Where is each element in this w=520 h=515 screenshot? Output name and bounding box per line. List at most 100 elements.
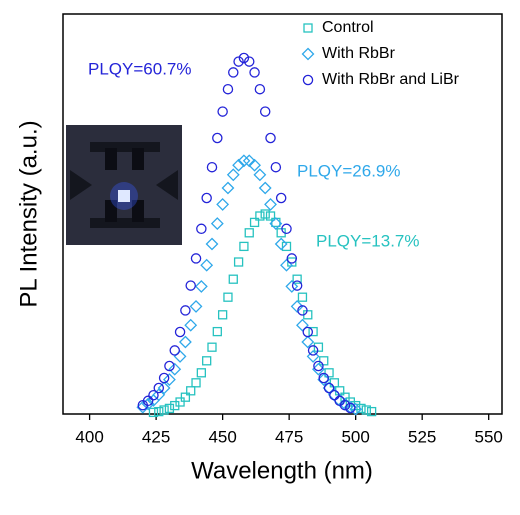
marker-circle bbox=[281, 223, 292, 235]
marker-circle bbox=[345, 402, 356, 414]
marker-circle bbox=[307, 345, 319, 356]
marker-circle bbox=[153, 382, 165, 394]
marker-diamond bbox=[258, 181, 272, 195]
marker-diamond bbox=[200, 258, 214, 272]
series bbox=[148, 209, 377, 418]
photo-electrode bbox=[90, 142, 160, 152]
marker-circle bbox=[142, 395, 154, 407]
marker-diamond bbox=[141, 397, 155, 411]
marker-diamond bbox=[173, 349, 187, 363]
x-tick-label: 450 bbox=[208, 427, 236, 446]
marker-square bbox=[223, 292, 233, 302]
y-axis-title: PL Intensity (a.u.) bbox=[15, 120, 42, 307]
marker-diamond bbox=[296, 318, 309, 332]
marker-circle bbox=[297, 305, 308, 316]
marker-diamond bbox=[349, 402, 363, 416]
marker-square bbox=[351, 400, 361, 411]
marker-square bbox=[324, 368, 334, 378]
marker-square bbox=[366, 406, 377, 417]
marker-square bbox=[186, 386, 196, 396]
marker-circle bbox=[228, 67, 239, 78]
marker-diamond bbox=[285, 279, 299, 293]
marker-diamond bbox=[290, 299, 304, 313]
marker-diamond bbox=[248, 158, 261, 172]
photo-electrode bbox=[90, 218, 160, 228]
marker-diamond bbox=[226, 168, 240, 182]
marker-square bbox=[191, 378, 201, 388]
marker-square bbox=[180, 392, 191, 402]
marker-circle bbox=[318, 372, 329, 384]
marker-diamond bbox=[280, 258, 293, 272]
marker-circle bbox=[196, 223, 207, 235]
x-axis-title: Wavelength (nm) bbox=[191, 457, 373, 484]
marker-square bbox=[313, 342, 324, 352]
marker-square bbox=[308, 326, 318, 337]
photo-pixel bbox=[118, 190, 130, 202]
annotation: PLQY=60.7% bbox=[88, 59, 192, 78]
photo-pad bbox=[132, 200, 144, 222]
marker-square bbox=[217, 310, 228, 320]
photo-arm bbox=[70, 170, 92, 200]
marker-diamond bbox=[306, 349, 320, 363]
legend-label: With RbBr and LiBr bbox=[322, 71, 460, 88]
marker-diamond bbox=[264, 197, 277, 211]
marker-diamond bbox=[221, 181, 235, 195]
x-tick-label: 400 bbox=[75, 427, 103, 446]
marker-circle bbox=[302, 74, 314, 86]
marker-circle bbox=[185, 280, 196, 291]
marker-circle bbox=[291, 280, 303, 291]
marker-circle bbox=[174, 326, 186, 338]
series bbox=[137, 52, 356, 414]
marker-diamond bbox=[317, 373, 331, 387]
marker-diamond bbox=[178, 335, 192, 349]
marker-square bbox=[159, 405, 169, 415]
marker-diamond bbox=[205, 237, 219, 251]
marker-diamond bbox=[163, 373, 176, 387]
marker-circle bbox=[270, 161, 282, 173]
marker-square bbox=[154, 406, 164, 417]
marker-square bbox=[265, 211, 276, 221]
marker-square bbox=[319, 356, 329, 366]
marker-diamond bbox=[253, 168, 267, 182]
marker-diamond bbox=[301, 47, 315, 61]
legend-label: Control bbox=[322, 19, 374, 36]
marker-diamond bbox=[184, 318, 198, 332]
x-tick-label: 475 bbox=[275, 427, 303, 446]
marker-square bbox=[164, 403, 175, 414]
marker-square bbox=[329, 378, 340, 388]
marker-square bbox=[228, 274, 238, 284]
marker-diamond bbox=[232, 158, 246, 172]
marker-circle bbox=[201, 192, 212, 204]
marker-diamond bbox=[237, 154, 251, 168]
marker-circle bbox=[222, 83, 234, 95]
marker-square bbox=[303, 23, 313, 33]
marker-square bbox=[260, 209, 270, 219]
marker-square bbox=[233, 257, 244, 267]
marker-diamond bbox=[216, 197, 230, 211]
marker-diamond bbox=[242, 154, 256, 168]
marker-circle bbox=[286, 253, 298, 264]
marker-circle bbox=[339, 399, 351, 411]
marker-square bbox=[297, 292, 308, 302]
marker-circle bbox=[148, 389, 159, 401]
marker-square bbox=[212, 326, 222, 337]
marker-diamond bbox=[194, 279, 208, 293]
marker-circle bbox=[164, 360, 175, 372]
marker-circle bbox=[233, 56, 244, 67]
marker-circle bbox=[265, 132, 276, 144]
marker-circle bbox=[180, 305, 191, 316]
marker-diamond bbox=[157, 381, 171, 395]
marker-circle bbox=[302, 326, 314, 338]
x-tick-label: 525 bbox=[408, 427, 436, 446]
marker-diamond bbox=[168, 362, 182, 376]
photo-pad bbox=[132, 148, 144, 170]
marker-square bbox=[239, 241, 249, 252]
marker-circle bbox=[217, 106, 228, 117]
marker-square bbox=[292, 274, 302, 284]
marker-circle bbox=[254, 83, 266, 95]
marker-diamond bbox=[210, 217, 224, 231]
marker-circle bbox=[238, 52, 250, 64]
marker-square bbox=[202, 356, 212, 366]
photo-pad bbox=[105, 200, 117, 222]
